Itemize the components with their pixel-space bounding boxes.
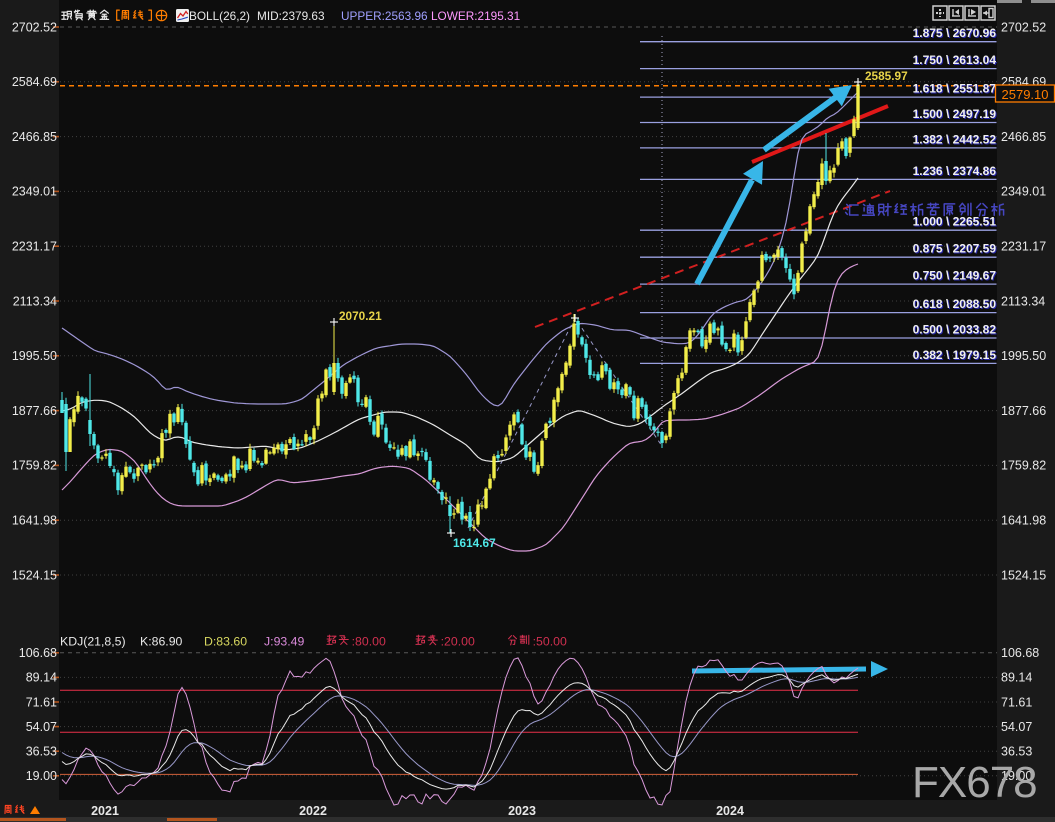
svg-text:2021: 2021 bbox=[91, 804, 119, 818]
svg-text:0.500 \ 2033.82: 0.500 \ 2033.82 bbox=[913, 323, 997, 337]
svg-text::80.00: :80.00 bbox=[352, 635, 386, 649]
svg-text:36.53: 36.53 bbox=[1001, 745, 1032, 759]
svg-text:1641.98: 1641.98 bbox=[12, 514, 57, 528]
svg-text:1.750 \ 2613.04: 1.750 \ 2613.04 bbox=[913, 53, 997, 67]
svg-text:71.61: 71.61 bbox=[26, 695, 57, 709]
svg-text:0.750 \ 2149.67: 0.750 \ 2149.67 bbox=[913, 269, 997, 283]
svg-text:2113.34: 2113.34 bbox=[1001, 294, 1045, 308]
svg-text:2024: 2024 bbox=[716, 804, 744, 818]
svg-text::50.00: :50.00 bbox=[533, 635, 567, 649]
svg-text:1759.82: 1759.82 bbox=[12, 459, 57, 473]
svg-text:BOLL(26,2): BOLL(26,2) bbox=[189, 9, 250, 23]
svg-text:89.14: 89.14 bbox=[1001, 671, 1032, 685]
svg-text:1.236 \ 2374.86: 1.236 \ 2374.86 bbox=[913, 164, 997, 178]
svg-text:2466.85: 2466.85 bbox=[12, 130, 57, 144]
svg-text:106.68: 106.68 bbox=[1001, 646, 1039, 660]
svg-text:2349.01: 2349.01 bbox=[12, 185, 57, 199]
svg-text:1.500 \ 2497.19: 1.500 \ 2497.19 bbox=[914, 108, 998, 122]
svg-text:0.382 \ 1979.15: 0.382 \ 1979.15 bbox=[914, 349, 998, 363]
svg-text:2023: 2023 bbox=[508, 804, 536, 818]
svg-text:19.00: 19.00 bbox=[1001, 769, 1032, 783]
svg-text:89.14: 89.14 bbox=[26, 671, 57, 685]
svg-text:2070.21: 2070.21 bbox=[339, 309, 382, 323]
svg-text:FX678: FX678 bbox=[912, 758, 1037, 807]
svg-text:2584.69: 2584.69 bbox=[12, 75, 57, 89]
svg-text:1.500 \ 2497.19: 1.500 \ 2497.19 bbox=[913, 107, 997, 121]
svg-text:0.875 \ 2207.59: 0.875 \ 2207.59 bbox=[914, 243, 998, 257]
svg-text:1614.67: 1614.67 bbox=[453, 536, 496, 550]
svg-text:2349.01: 2349.01 bbox=[1001, 185, 1046, 199]
svg-text:1524.15: 1524.15 bbox=[1001, 568, 1046, 582]
svg-text:2702.52: 2702.52 bbox=[12, 20, 57, 34]
svg-text:19.00: 19.00 bbox=[26, 769, 57, 783]
svg-text:1995.50: 1995.50 bbox=[12, 349, 57, 363]
svg-text:2022: 2022 bbox=[299, 804, 327, 818]
svg-text:KDJ(21,8,5): KDJ(21,8,5) bbox=[60, 635, 126, 649]
svg-text:1.236 \ 2374.86: 1.236 \ 2374.86 bbox=[914, 165, 998, 179]
svg-text:36.53: 36.53 bbox=[26, 745, 57, 759]
svg-text:1.618 \ 2551.87: 1.618 \ 2551.87 bbox=[914, 83, 998, 97]
svg-text:2113.34: 2113.34 bbox=[13, 294, 57, 308]
svg-text:0.618 \ 2088.50: 0.618 \ 2088.50 bbox=[914, 298, 998, 312]
svg-text:1877.66: 1877.66 bbox=[12, 404, 57, 418]
svg-text:54.07: 54.07 bbox=[26, 720, 57, 734]
svg-text:106.68: 106.68 bbox=[19, 646, 57, 660]
svg-text:0.875 \ 2207.59: 0.875 \ 2207.59 bbox=[913, 242, 997, 256]
svg-text:1.382 \ 2442.52: 1.382 \ 2442.52 bbox=[913, 132, 997, 146]
svg-text:J:93.49: J:93.49 bbox=[264, 635, 304, 649]
svg-text:D:83.60: D:83.60 bbox=[204, 635, 247, 649]
svg-text:1759.82: 1759.82 bbox=[1001, 459, 1046, 473]
svg-text:2231.17: 2231.17 bbox=[12, 240, 57, 254]
svg-text:1.000 \ 2265.51: 1.000 \ 2265.51 bbox=[913, 215, 997, 229]
svg-text:0.382 \ 1979.15: 0.382 \ 1979.15 bbox=[913, 348, 997, 362]
svg-text:0.500 \ 2033.82: 0.500 \ 2033.82 bbox=[914, 324, 998, 338]
svg-text:2466.85: 2466.85 bbox=[1001, 130, 1046, 144]
svg-text:1.875 \ 2670.96: 1.875 \ 2670.96 bbox=[914, 27, 998, 41]
svg-text:0.618 \ 2088.50: 0.618 \ 2088.50 bbox=[913, 297, 997, 311]
svg-text:LOWER:2195.31: LOWER:2195.31 bbox=[431, 9, 520, 23]
svg-text:1.750 \ 2613.04: 1.750 \ 2613.04 bbox=[914, 54, 998, 68]
svg-text:2579.10: 2579.10 bbox=[1002, 87, 1049, 102]
svg-text:2702.52: 2702.52 bbox=[1001, 20, 1046, 34]
svg-text:1.875 \ 2670.96: 1.875 \ 2670.96 bbox=[913, 26, 997, 40]
svg-text:K:86.90: K:86.90 bbox=[140, 635, 183, 649]
svg-text:1.382 \ 2442.52: 1.382 \ 2442.52 bbox=[914, 133, 998, 147]
svg-text:2585.97: 2585.97 bbox=[865, 69, 908, 83]
svg-text:1641.98: 1641.98 bbox=[1001, 514, 1046, 528]
svg-text:71.61: 71.61 bbox=[1001, 695, 1032, 709]
svg-text:UPPER:2563.96: UPPER:2563.96 bbox=[341, 9, 428, 23]
svg-text::20.00: :20.00 bbox=[441, 635, 475, 649]
svg-text:0.750 \ 2149.67: 0.750 \ 2149.67 bbox=[914, 270, 998, 284]
svg-text:1.618 \ 2551.87: 1.618 \ 2551.87 bbox=[913, 82, 997, 96]
svg-text:54.07: 54.07 bbox=[1001, 720, 1032, 734]
svg-text:1877.66: 1877.66 bbox=[1001, 404, 1046, 418]
svg-text:2231.17: 2231.17 bbox=[1001, 240, 1046, 254]
svg-text:1.000 \ 2265.51: 1.000 \ 2265.51 bbox=[914, 216, 998, 230]
svg-text:1524.15: 1524.15 bbox=[12, 568, 57, 582]
svg-text:1995.50: 1995.50 bbox=[1001, 349, 1046, 363]
svg-text:MID:2379.63: MID:2379.63 bbox=[257, 9, 325, 23]
